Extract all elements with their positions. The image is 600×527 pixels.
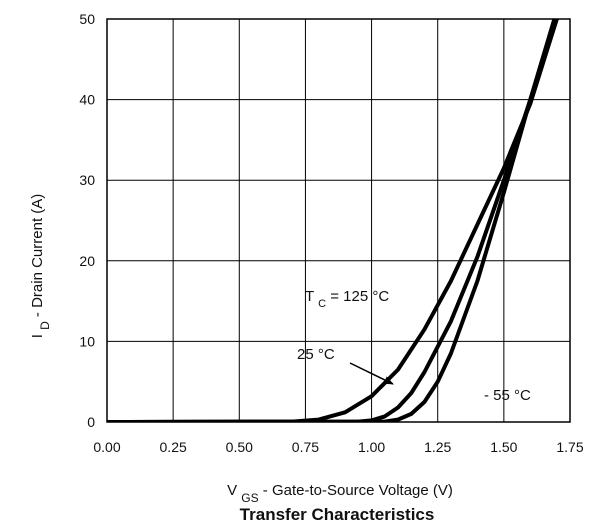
- chart-title: Transfer Characteristics: [240, 505, 435, 524]
- x-tick-label-6: 1.50: [490, 439, 517, 455]
- x-tick-label-2: 0.50: [226, 439, 253, 455]
- plot-area-frame: [106, 18, 571, 423]
- y-axis-title-sub: D: [38, 321, 52, 330]
- y-axis-title-main: I: [29, 334, 46, 338]
- annotation-minus55c: - 55 °C: [484, 387, 531, 404]
- series-line-2: [107, 19, 557, 422]
- x-axis-title-rest: - Gate-to-Source Voltage (V): [263, 482, 453, 499]
- x-tick-label-3: 0.75: [292, 439, 319, 455]
- series-layer: [107, 19, 559, 422]
- y-axis-title-rest: - Drain Current (A): [29, 194, 46, 317]
- y-tick-label-3: 30: [79, 172, 95, 188]
- annotation-tc-125-rest: = 125 °C: [330, 288, 389, 305]
- y-tick-labels: 0 10 20 30 40 50: [79, 11, 95, 430]
- annotation-25c: 25 °C: [297, 346, 335, 363]
- x-tick-label-4: 1.00: [358, 439, 385, 455]
- annotation-tc-125-sub: C: [318, 298, 326, 310]
- grid: [106, 18, 571, 423]
- annotation-25c-arrow: [349, 362, 394, 385]
- y-tick-label-2: 20: [79, 253, 95, 269]
- x-tick-label-5: 1.25: [424, 439, 451, 455]
- x-tick-label-7: 1.75: [556, 439, 583, 455]
- x-tick-label-0: 0.00: [93, 439, 120, 455]
- x-axis-title-main: V: [227, 482, 237, 499]
- x-axis-title: V GS - Gate-to-Source Voltage (V): [227, 482, 453, 505]
- y-tick-label-5: 50: [79, 11, 95, 27]
- annotation-tc-125: T C = 125 °C: [305, 288, 389, 310]
- y-axis-title: I D - Drain Current (A): [29, 194, 52, 339]
- x-axis-title-sub: GS: [241, 491, 258, 505]
- y-tick-label-4: 40: [79, 92, 95, 108]
- x-tick-labels: 0.00 0.25 0.50 0.75 1.00 1.25 1.50 1.75: [93, 439, 583, 455]
- x-tick-label-1: 0.25: [160, 439, 187, 455]
- y-tick-label-0: 0: [87, 414, 95, 430]
- annotation-tc-125-main: T: [305, 288, 314, 305]
- y-tick-label-1: 10: [79, 333, 95, 349]
